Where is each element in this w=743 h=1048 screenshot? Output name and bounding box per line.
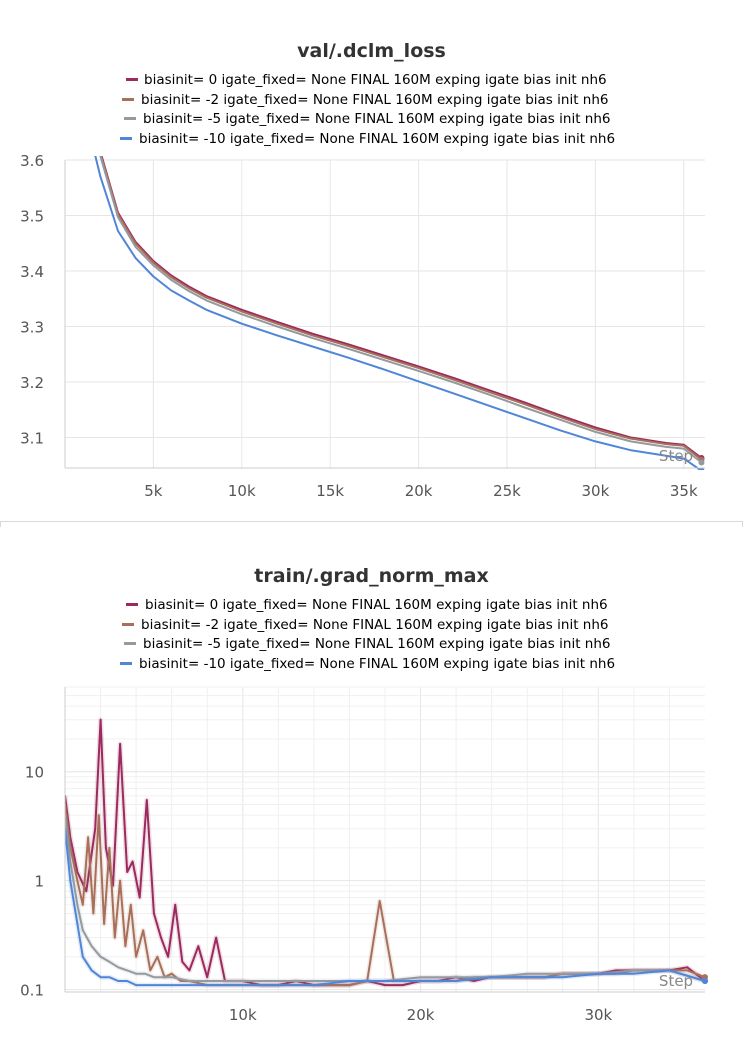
- y-tick-label: 3.1: [20, 429, 44, 447]
- x-tick-label: 30k: [584, 1006, 612, 1024]
- legend-swatch-3: [120, 662, 132, 665]
- series-line-1[interactable]: [83, 93, 703, 461]
- series-line-0[interactable]: [83, 93, 703, 459]
- x-tick-label: 25k: [493, 482, 521, 500]
- y-tick-label: 0.1: [20, 982, 44, 1000]
- x-tick-label: 10k: [228, 482, 256, 500]
- series-lines: [83, 93, 705, 471]
- y-tick-label: 3.5: [20, 207, 44, 225]
- chart-title: val/.dclm_loss: [297, 40, 446, 62]
- legend-entry-1[interactable]: biasinit= -2 igate_fixed= None FINAL 160…: [141, 617, 608, 633]
- series-end-marker-3: [702, 977, 708, 984]
- axes: [64, 160, 705, 469]
- legend-swatch-0: [126, 78, 138, 81]
- legend-entry-3[interactable]: biasinit= -10 igate_fixed= None FINAL 16…: [139, 131, 615, 147]
- series-line-2[interactable]: [83, 93, 703, 464]
- x-tick-label: 10k: [229, 1006, 257, 1024]
- x-tick-label: 20k: [405, 482, 433, 500]
- legend: biasinit= 0 igate_fixed= None FINAL 160M…: [120, 597, 615, 672]
- val-dclm-loss-chart: val/.dclm_loss biasinit= 0 igate_fixed= …: [20, 40, 705, 500]
- x-tick-label: 5k: [144, 482, 163, 500]
- series-line-3[interactable]: [65, 827, 706, 987]
- x-tick-label: 20k: [407, 1006, 435, 1024]
- legend-swatch-2: [124, 642, 136, 645]
- legend-entry-0[interactable]: biasinit= 0 igate_fixed= None FINAL 160M…: [144, 72, 607, 88]
- gridlines: [65, 159, 705, 468]
- axis-ticks: 10k 20k 30k 0.1 1 10: [20, 764, 612, 1024]
- chart-title: train/.grad_norm_max: [254, 565, 489, 587]
- y-tick-label: 3.3: [20, 318, 44, 336]
- panel-divider: [0, 521, 743, 522]
- series-end-marker-3: [698, 467, 705, 470]
- legend-entry-2[interactable]: biasinit= -5 igate_fixed= None FINAL 160…: [143, 636, 610, 652]
- legend-swatch-2: [124, 117, 136, 120]
- legend-swatch-1: [122, 623, 134, 626]
- series-lines: [65, 717, 708, 988]
- legend: biasinit= 0 igate_fixed= None FINAL 160M…: [120, 72, 615, 147]
- train-grad-norm-max-panel: train/.grad_norm_max biasinit= 0 igate_f…: [0, 524, 743, 1048]
- legend-entry-1[interactable]: biasinit= -2 igate_fixed= None FINAL 160…: [141, 92, 608, 108]
- series-line-3[interactable]: [83, 105, 703, 471]
- axes: [64, 687, 705, 993]
- x-tick-label: 30k: [581, 482, 609, 500]
- train-grad-norm-max-chart: train/.grad_norm_max biasinit= 0 igate_f…: [20, 565, 708, 1024]
- x-tick-label: 15k: [316, 482, 344, 500]
- axis-ticks: 5k 10k 15k 20k 25k 30k 35k 3.1 3.2 3.3 3.4 3.5 3.6: [20, 152, 698, 500]
- legend-entry-0[interactable]: biasinit= 0 igate_fixed= None FINAL 160M…: [145, 597, 608, 613]
- val-dclm-loss-panel: val/.dclm_loss biasinit= 0 igate_fixed= …: [0, 0, 743, 522]
- y-tick-label: 10: [25, 764, 44, 782]
- series-end-marker-2: [698, 459, 705, 466]
- legend-entry-2[interactable]: biasinit= -5 igate_fixed= None FINAL 160…: [143, 111, 610, 127]
- gridlines: [65, 686, 705, 992]
- x-tick-label: 35k: [670, 482, 698, 500]
- legend-swatch-3: [120, 137, 132, 140]
- x-axis-label: Step: [659, 972, 693, 990]
- series-line-2[interactable]: [65, 814, 706, 982]
- y-tick-label: 1: [34, 873, 44, 891]
- legend-swatch-1: [122, 98, 134, 101]
- panel-corner-left: [0, 521, 1, 527]
- x-axis-label: Step: [659, 447, 693, 465]
- y-tick-label: 3.4: [20, 263, 44, 281]
- legend-entry-3[interactable]: biasinit= -10 igate_fixed= None FINAL 16…: [139, 656, 615, 672]
- legend-swatch-0: [126, 603, 138, 606]
- y-tick-label: 3.6: [20, 152, 44, 170]
- y-tick-label: 3.2: [20, 374, 44, 392]
